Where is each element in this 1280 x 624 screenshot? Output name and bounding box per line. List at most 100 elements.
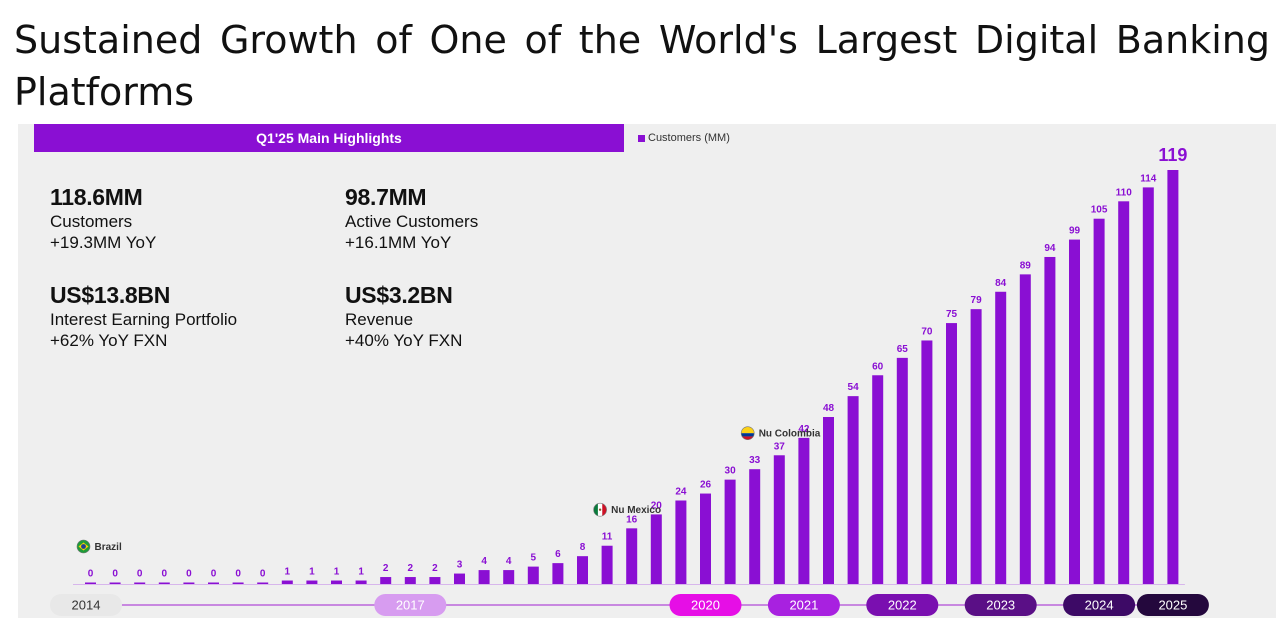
chart-bar	[527, 566, 539, 584]
bar-value-label: 0	[211, 569, 217, 580]
bar-value-label: 79	[971, 295, 983, 306]
bar-value-label: 0	[137, 569, 143, 580]
year-label: 2021	[789, 598, 818, 613]
bar-value-label: 0	[162, 569, 168, 580]
chart-bar	[109, 582, 121, 584]
chart-bar	[257, 582, 269, 584]
bar-value-label: 3	[457, 560, 463, 571]
bar-value-label: 99	[1069, 226, 1081, 237]
bar-value-label: 8	[580, 542, 586, 553]
chart-bar	[454, 573, 465, 584]
bar-value-label: 24	[675, 487, 687, 498]
chart-bar	[995, 291, 1007, 584]
kpi-sub: +40% YoY FXN	[345, 331, 463, 350]
kpi-label: Active Customers	[345, 212, 479, 231]
year-label: 2025	[1158, 598, 1187, 613]
kpi-value: 98.7MM	[345, 184, 427, 210]
page-title: Sustained Growth of One of the World's L…	[14, 18, 1270, 114]
colombia-flag-icon	[740, 426, 755, 440]
chart-bar	[675, 500, 687, 584]
chart-bar	[724, 479, 736, 584]
kpi-customers: 118.6MM Customers +19.3MM YoY	[50, 184, 156, 253]
year-pill	[374, 594, 447, 616]
chart-bar	[1142, 187, 1154, 584]
chart-bar	[183, 582, 195, 584]
bar-value-label: 0	[235, 569, 241, 580]
kpi-active-customers: 98.7MM Active Customers +16.1MM YoY	[345, 184, 478, 253]
slide-panel: Q1'25 Main Highlights Customers (MM) 118…	[18, 124, 1276, 618]
chart-bar	[306, 580, 318, 584]
chart-bar	[1069, 239, 1080, 584]
bar-value-label: 0	[88, 569, 94, 580]
chart-bar	[552, 563, 564, 584]
bar-value-label: 0	[112, 569, 118, 580]
bar-value-label: 60	[872, 361, 884, 372]
year-pill	[964, 594, 1037, 616]
year-label: 2017	[396, 598, 425, 613]
kpi-value: US$3.2BN	[345, 282, 453, 308]
bar-value-label: 54	[848, 382, 860, 393]
kpi-interest-earning-portfolio: US$13.8BN Interest Earning Portfolio +62…	[50, 282, 237, 351]
bar-value-label: 70	[921, 326, 933, 337]
chart-bar	[1093, 218, 1105, 584]
kpi-sub: +62% YoY FXN	[50, 331, 168, 350]
chart-bar	[478, 570, 490, 584]
chart-bar	[1044, 256, 1056, 584]
year-label: 2024	[1085, 598, 1114, 613]
chart-bar	[1019, 274, 1031, 584]
bar-value-label: 1	[285, 567, 291, 578]
chart-bar	[650, 514, 662, 584]
brazil-flag-icon	[76, 539, 91, 554]
bar-value-label: 11	[602, 532, 613, 543]
bar-value-label: 2	[383, 563, 389, 574]
bar-value-label: 4	[506, 556, 512, 567]
chart-bar	[331, 580, 342, 584]
chart-bar	[355, 580, 367, 584]
bar-value-label: 26	[700, 480, 712, 491]
bar-value-label: 89	[1020, 260, 1032, 271]
chart-bar	[626, 528, 638, 584]
year-label: 2020	[691, 598, 720, 613]
legend-label: Customers (MM)	[648, 132, 730, 144]
chart-bar	[232, 582, 244, 584]
mexico-flag-icon	[593, 502, 607, 517]
chart-bar	[1118, 201, 1130, 584]
customers-bar-chart: 0 0 0 0 0 0 0 0 1 1 1 1 2 2 2 3 4 4 5 681116202426303337424…	[50, 145, 1209, 616]
year-pill	[1063, 594, 1136, 616]
year-pill	[669, 594, 742, 616]
chart-bar	[970, 309, 982, 584]
chart-bar	[847, 396, 859, 584]
chart-bar	[1167, 170, 1179, 584]
chart-bar	[749, 469, 761, 584]
bar-value-label: 5	[531, 553, 537, 564]
chart-bar	[773, 455, 785, 584]
bar-value-label: 16	[626, 514, 638, 525]
bar-value-label: 94	[1044, 243, 1056, 254]
legend-swatch	[638, 134, 645, 142]
chart-bar	[158, 582, 170, 584]
bar-value-label: 65	[897, 344, 909, 355]
year-pill	[1136, 594, 1209, 616]
chart-bar	[208, 582, 219, 584]
bar-value-label: 1	[358, 567, 364, 578]
bar-value-label: 2	[408, 563, 414, 574]
bar-value-label: 33	[749, 455, 761, 466]
bar-value-label: 48	[823, 403, 835, 414]
chart-bar	[798, 437, 810, 584]
bar-value-label: 42	[798, 424, 810, 435]
chart-bar	[380, 577, 392, 584]
kpi-sub: +19.3MM YoY	[50, 233, 157, 252]
kpi-label: Revenue	[345, 310, 414, 329]
kpi-revenue: US$3.2BN Revenue +40% YoY FXN	[345, 282, 462, 351]
bar-value-label: 37	[774, 441, 786, 452]
chart-bar	[503, 570, 515, 584]
bar-value-label: 0	[260, 569, 266, 580]
chart-bar	[429, 577, 441, 584]
chart-bar	[896, 357, 908, 584]
year-label: 2014	[72, 598, 101, 613]
bar-value-label: 75	[946, 309, 958, 320]
bar-value-label: 105	[1091, 205, 1108, 216]
bar-value-label: 20	[651, 500, 663, 511]
bar-value-label: 84	[995, 278, 1007, 289]
year-pill	[866, 594, 939, 616]
